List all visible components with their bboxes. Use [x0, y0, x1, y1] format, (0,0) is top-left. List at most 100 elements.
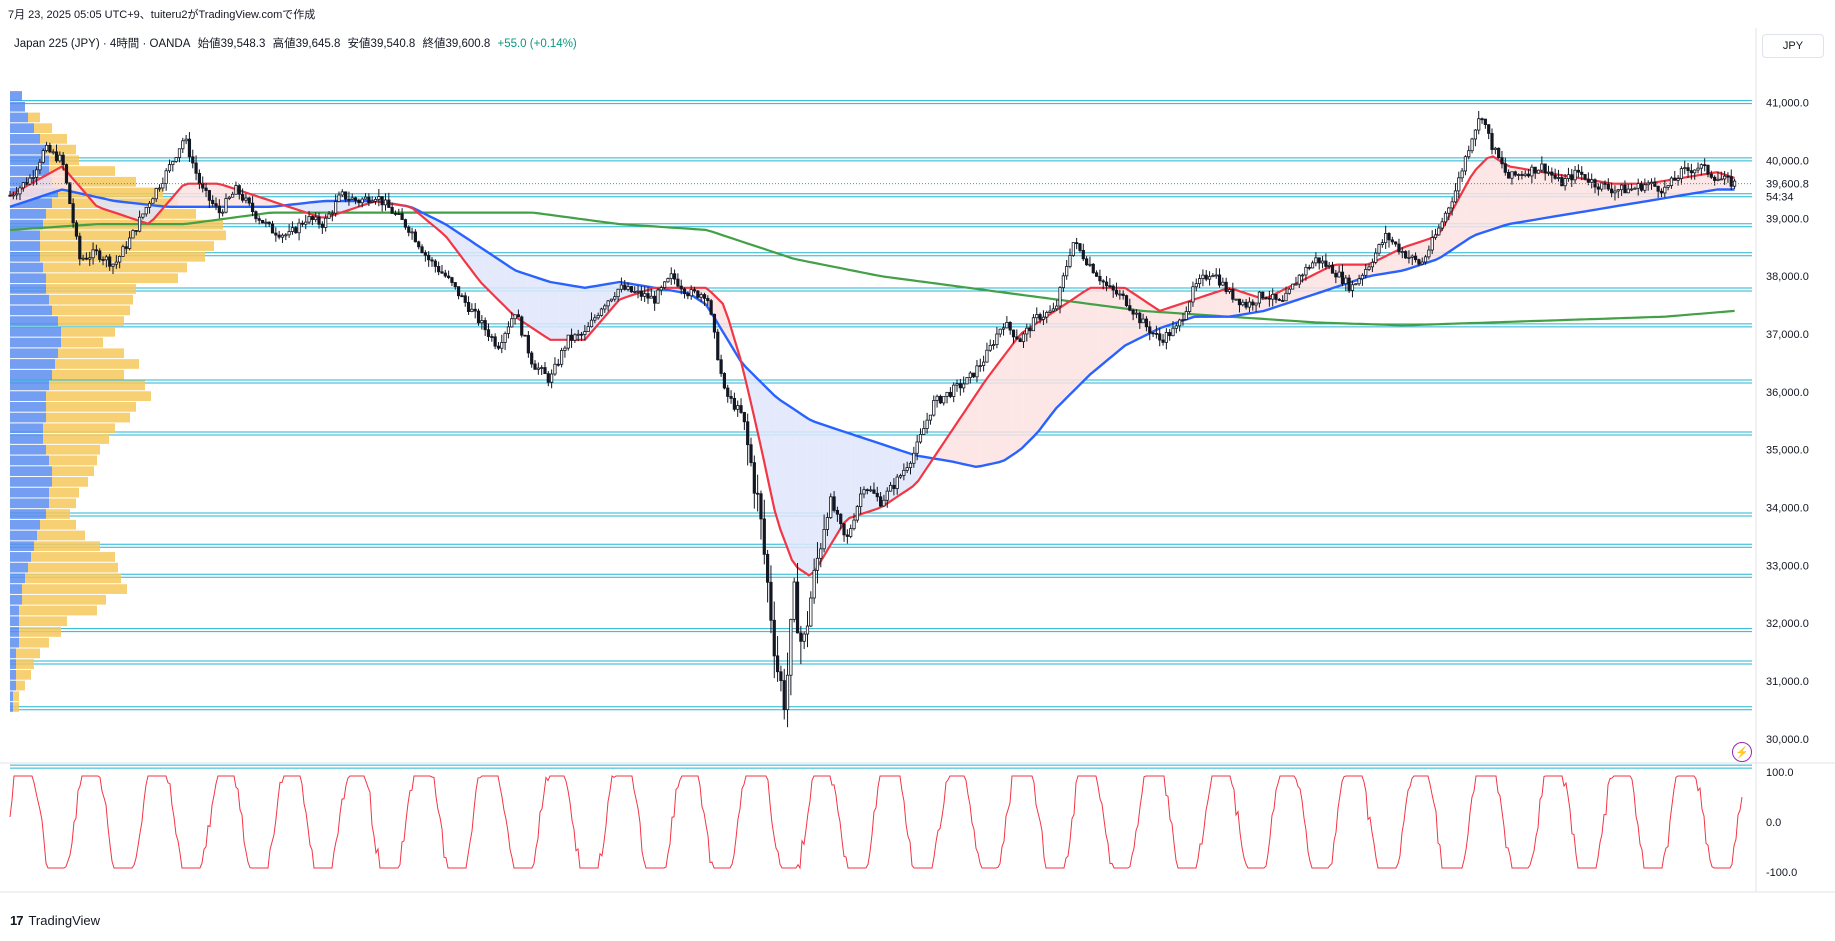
- price-chart[interactable]: 41,000.0 40,000.0 39,000.0 38,000.0 37,000.0…: [0, 0, 1835, 900]
- vp-bar-blue: [10, 123, 34, 134]
- candle-body: [1709, 173, 1713, 178]
- candle-body: [1673, 177, 1677, 181]
- candle-body: [264, 221, 268, 224]
- candle-body: [639, 290, 643, 297]
- vp-bar-blue: [10, 423, 43, 434]
- ribbon-segment: [322, 201, 334, 219]
- tradingview-brand[interactable]: 17 TradingView: [10, 913, 100, 928]
- candle-body: [496, 345, 501, 349]
- candle-body: [935, 395, 939, 401]
- vp-bar-blue: [10, 552, 31, 562]
- ribbon-segment: [829, 426, 840, 548]
- symbol-legend: Japan 225 (JPY) · 4時間 · OANDA 始値39,548.3…: [14, 35, 581, 51]
- candle-body: [1344, 277, 1348, 285]
- candle-body: [749, 444, 753, 464]
- ribbon-segment: [1227, 288, 1239, 317]
- vp-bar-yellow: [61, 337, 103, 348]
- candle-body: [81, 257, 85, 260]
- candle-body: [968, 372, 972, 378]
- candle-body: [277, 234, 281, 238]
- ribbon-segment: [128, 202, 140, 221]
- vp-bar-blue: [10, 155, 49, 166]
- candle-body: [1467, 150, 1471, 158]
- ribbon-segment: [344, 201, 355, 212]
- vp-bar-blue: [10, 369, 52, 380]
- candle-body: [254, 211, 258, 220]
- vp-bar-blue: [10, 101, 25, 112]
- candle-body: [1656, 185, 1660, 192]
- candle-body: [503, 333, 507, 343]
- ribbon-segment: [182, 183, 194, 207]
- candle-body: [1241, 301, 1245, 306]
- candle-body: [191, 156, 195, 164]
- candle-body: [726, 387, 730, 397]
- candle-body: [357, 200, 361, 204]
- ribbon-segment: [193, 183, 205, 207]
- candle-body: [187, 138, 192, 158]
- candle-body: [1384, 233, 1388, 244]
- vp-bar-blue: [10, 230, 40, 241]
- candle-body: [1433, 234, 1438, 238]
- currency-button[interactable]: JPY: [1762, 34, 1824, 58]
- candle-body: [317, 216, 321, 225]
- candle-body: [1144, 318, 1149, 328]
- candle-body: [1540, 163, 1544, 171]
- candle-body: [1404, 251, 1408, 259]
- vp-bar-yellow: [40, 519, 76, 530]
- candle-body: [1015, 336, 1019, 340]
- candle-body: [38, 161, 42, 171]
- candle-body: [167, 164, 172, 172]
- bolt-icon[interactable]: ⚡: [1732, 742, 1752, 762]
- candle-body: [237, 185, 241, 195]
- price-tick-label: 36,000.0: [1766, 387, 1809, 399]
- vp-bar-blue: [10, 391, 46, 401]
- symbol-label[interactable]: Japan 225 (JPY) · 4時間 · OANDA: [14, 38, 191, 50]
- candle-body: [1723, 175, 1727, 180]
- candle-body: [1284, 292, 1288, 302]
- candle-body: [1430, 237, 1434, 251]
- candle-body: [1629, 188, 1634, 191]
- candle-body: [948, 391, 952, 397]
- osc-tick-label: 0.0: [1766, 817, 1781, 829]
- candle-body: [390, 207, 394, 214]
- candle-body: [68, 182, 72, 205]
- vp-bar-yellow: [43, 423, 115, 434]
- vp-bar-yellow: [58, 348, 124, 359]
- candle-body: [536, 367, 540, 370]
- candle-body: [842, 523, 846, 536]
- candle-body: [653, 295, 657, 304]
- candle-body: [1088, 263, 1092, 266]
- candle-body: [54, 151, 59, 162]
- candle-body: [476, 310, 481, 324]
- candle-body: [752, 462, 756, 494]
- slow-ma-line: [9, 211, 1735, 327]
- candle-body: [1214, 274, 1218, 277]
- ribbon-segment: [311, 201, 323, 219]
- candle-body: [679, 285, 683, 290]
- candle-body: [1507, 171, 1511, 179]
- candle-body: [1394, 241, 1398, 245]
- candle-body: [1254, 302, 1258, 306]
- candle-body: [506, 326, 511, 334]
- candle-body: [1586, 178, 1590, 183]
- candle-body: [1234, 298, 1238, 301]
- candle-body: [241, 193, 245, 201]
- candle-body: [1576, 169, 1581, 173]
- candle-body: [433, 260, 437, 267]
- ribbon-segment: [1540, 171, 1552, 219]
- candle-body: [789, 619, 793, 676]
- candle-body: [1261, 291, 1265, 299]
- candle-body: [1483, 118, 1487, 126]
- ribbon-segment: [1023, 324, 1034, 447]
- candle-body: [862, 489, 866, 495]
- candle-body: [952, 384, 956, 397]
- brand-label: TradingView: [28, 913, 101, 928]
- candle-body: [629, 286, 633, 293]
- candle-body: [427, 254, 431, 261]
- candle-body: [1251, 301, 1255, 306]
- vp-bar-yellow: [46, 273, 178, 284]
- ribbon-segment: [430, 216, 442, 233]
- candle-body: [84, 257, 89, 260]
- candle-body: [1473, 129, 1477, 140]
- candle-body: [1606, 183, 1610, 190]
